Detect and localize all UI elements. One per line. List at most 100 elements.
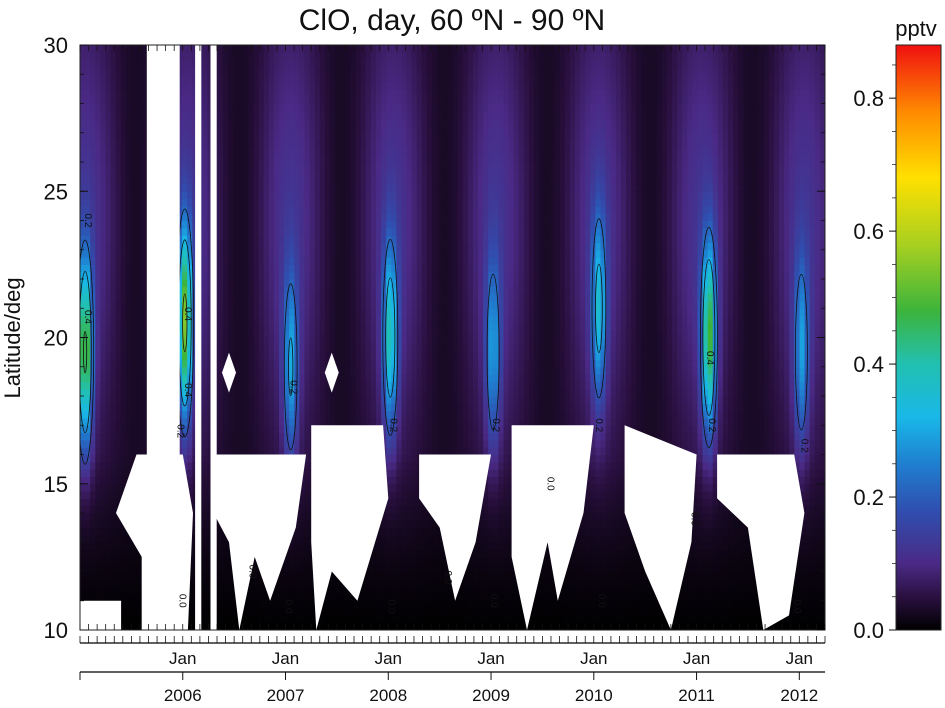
heatmap-cell: [110, 381, 117, 390]
heatmap-cell: [207, 118, 214, 127]
heatmap-cell: [391, 410, 397, 419]
heatmap-cell: [386, 520, 392, 529]
heatmap-cell: [365, 81, 372, 90]
heatmap-cell: [289, 447, 295, 456]
heatmap-cell: [80, 344, 86, 353]
heatmap-cell: [243, 344, 249, 353]
heatmap-cell: [268, 74, 275, 83]
heatmap-cell: [375, 593, 382, 602]
heatmap-cell: [294, 293, 301, 302]
heatmap-cell: [319, 330, 326, 339]
heatmap-cell: [238, 140, 244, 148]
heatmap-cell: [268, 344, 275, 353]
heatmap-cell: [176, 300, 183, 309]
heatmap-cell: [279, 59, 285, 68]
heatmap-cell: [258, 264, 265, 273]
heatmap-cell: [238, 162, 244, 170]
heatmap-cell: [258, 293, 265, 302]
heatmap-cell: [391, 374, 397, 382]
heatmap-cell: [314, 330, 321, 339]
heatmap-cell: [365, 66, 372, 75]
heatmap-cell: [120, 198, 127, 207]
heatmap-cell: [100, 103, 107, 112]
heatmap-cell: [125, 308, 132, 317]
heatmap-cell: [85, 476, 91, 485]
heatmap-cell: [386, 483, 392, 492]
heatmap-cell: [330, 235, 336, 244]
heatmap-cell: [120, 330, 127, 339]
heatmap-cell: [115, 425, 122, 434]
heatmap-cell: [330, 571, 336, 580]
heatmap-cell: [207, 220, 214, 229]
heatmap-cell: [248, 271, 255, 280]
heatmap-cell: [314, 96, 321, 105]
heatmap-cell: [289, 191, 295, 200]
heatmap-cell: [202, 359, 209, 368]
heatmap-cell: [386, 96, 392, 105]
heatmap-cell: [365, 140, 372, 148]
heatmap-cell: [381, 176, 387, 185]
heatmap-cell: [202, 286, 209, 295]
heatmap-cell: [100, 359, 107, 368]
heatmap-cell: [330, 344, 336, 353]
heatmap-cell: [238, 169, 244, 178]
heatmap-cell: [110, 571, 117, 580]
heatmap-cell: [202, 344, 209, 353]
heatmap-cell: [273, 264, 280, 273]
heatmap-cell: [294, 315, 301, 324]
heatmap-cell: [268, 257, 275, 265]
heatmap-cell: [273, 600, 280, 609]
heatmap-cell: [284, 315, 290, 324]
heatmap-cell: [375, 169, 382, 178]
heatmap-cell: [85, 74, 91, 83]
heatmap-cell: [217, 300, 224, 309]
heatmap-cell: [100, 520, 107, 529]
heatmap-cell: [233, 103, 239, 112]
heatmap-cell: [299, 374, 306, 382]
heatmap-cell: [182, 300, 188, 309]
heatmap-cell: [365, 154, 372, 163]
heatmap-cell: [396, 491, 403, 499]
heatmap-cell: [238, 308, 244, 317]
heatmap-cell: [314, 622, 321, 630]
heatmap-cell: [248, 59, 255, 68]
heatmap-cell: [355, 103, 362, 112]
heatmap-cell: [284, 264, 290, 273]
heatmap-cell: [370, 337, 377, 346]
heatmap-cell: [299, 308, 306, 317]
heatmap-cell: [90, 191, 96, 200]
heatmap-cell: [207, 469, 214, 478]
heatmap-cell: [386, 330, 392, 339]
heatmap-cell: [345, 242, 352, 251]
heatmap-cell: [345, 191, 352, 200]
heatmap-cell: [85, 264, 91, 273]
heatmap-cell: [360, 103, 367, 112]
heatmap-cell: [100, 88, 107, 97]
heatmap-cell: [258, 286, 265, 295]
heatmap-cell: [294, 410, 301, 419]
heatmap-cell: [309, 74, 316, 83]
heatmap-cell: [120, 147, 127, 156]
heatmap-cell: [330, 308, 336, 317]
heatmap-cell: [263, 608, 270, 616]
heatmap-cell: [176, 213, 183, 222]
heatmap-cell: [268, 388, 275, 397]
heatmap-cell: [299, 534, 306, 543]
heatmap-cell: [90, 454, 96, 463]
heatmap-cell: [141, 300, 147, 309]
heatmap-cell: [309, 162, 316, 170]
heatmap-cell: [289, 66, 295, 75]
heatmap-cell: [386, 198, 392, 207]
heatmap-cell: [233, 59, 239, 68]
heatmap-cell: [340, 286, 346, 295]
heatmap-cell: [207, 578, 214, 587]
heatmap-cell: [85, 103, 91, 112]
heatmap-cell: [386, 300, 392, 309]
heatmap-cell: [370, 271, 377, 280]
heatmap-cell: [100, 564, 107, 573]
heatmap-cell: [319, 337, 326, 346]
heatmap-cell: [284, 66, 290, 75]
heatmap-cell: [207, 147, 214, 156]
heatmap-cell: [105, 403, 112, 412]
heatmap-cell: [365, 571, 372, 580]
